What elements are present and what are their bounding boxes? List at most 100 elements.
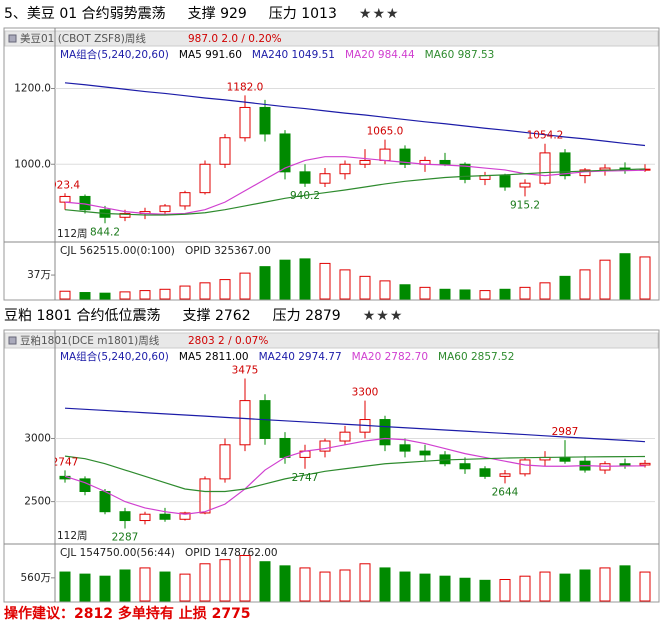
candle-body: [179, 192, 191, 207]
legend-entry: MA20 984.44: [345, 49, 415, 61]
quote: 2803 2 / 0.07%: [188, 335, 268, 347]
price-annotation: 1054.2: [527, 130, 564, 142]
y-tick-label: 560万: [20, 572, 51, 584]
legend-entry: MA5 991.60: [179, 49, 242, 61]
candle-body: [439, 159, 451, 165]
candle-body: [339, 163, 351, 175]
volume-bar: [419, 573, 431, 602]
opid-label: OPID 1478762.00: [185, 547, 278, 559]
volume-bar: [239, 272, 251, 300]
candle-body: [159, 205, 171, 213]
volume-bar: [399, 571, 411, 602]
volume-bar: [359, 275, 371, 300]
candle-body: [219, 137, 231, 165]
volume-bar: [439, 288, 451, 300]
quote: 987.0 2.0 / 0.20%: [188, 33, 282, 45]
price-annotation: 2644: [492, 486, 519, 498]
price-annotation: 923.4: [50, 179, 80, 191]
ma-line: [64, 437, 646, 515]
volume-bar: [79, 573, 91, 602]
volume-bar: [139, 290, 151, 300]
price-annotation: 2987: [552, 426, 579, 438]
volume-bar: [179, 573, 191, 602]
heading-support: 支撑 929: [188, 6, 247, 22]
plot: 1182.0 1065.0 1054.2 923.4 940.2 915.2 844.2: [50, 81, 651, 238]
volume-bar: [159, 288, 171, 300]
ma-line: [64, 82, 646, 147]
ma-line: [64, 455, 646, 493]
legend-entry: MA60 987.53: [425, 49, 495, 61]
volume-bar: [379, 280, 391, 300]
plot: 3475 3300 2987 2747 2747 2644 2287: [55, 365, 651, 543]
heading-title: 豆粕 1801 合约低位震荡: [4, 308, 161, 324]
y-tick-label: 37万: [27, 269, 51, 281]
candle-body: [59, 195, 71, 203]
volume-bar: [219, 279, 231, 300]
volume-bar: [459, 577, 471, 602]
candle-body: [459, 463, 471, 470]
toolbar-icon: [8, 336, 17, 345]
price-annotation: 2287: [112, 531, 139, 543]
volume-bar: [399, 284, 411, 300]
price-annotation: 915.2: [510, 199, 540, 211]
toolbar-icon: [8, 34, 17, 43]
candle-body: [559, 152, 571, 177]
legend-entry: MA5 2811.00: [179, 351, 249, 363]
candle-body: [179, 512, 191, 520]
candle-body: [539, 152, 551, 184]
toolbar: [4, 332, 659, 349]
volume-bar: [539, 282, 551, 300]
candle-body: [119, 212, 131, 218]
candle-body: [79, 478, 91, 493]
candle-body: [599, 463, 611, 471]
candle-body: [499, 175, 511, 188]
volume-bar: [339, 269, 351, 300]
advice: 操作建议：2812 多单持有 止损 2775: [4, 605, 251, 622]
y-tick-label: 2500: [24, 496, 51, 508]
candle-body: [339, 431, 351, 442]
volume-bar: [419, 286, 431, 300]
candle-body: [619, 463, 631, 466]
price-annotation: 3475: [232, 365, 259, 377]
volume-bar: [119, 291, 131, 300]
volume-bar: [79, 292, 91, 300]
period: 112周: [57, 530, 88, 542]
volume-bar: [179, 285, 191, 300]
candle-body: [459, 163, 471, 180]
volume-bar: [459, 289, 471, 300]
volume-bar: [499, 578, 511, 602]
candle-body: [299, 171, 311, 184]
heading-title: 5、美豆 01 合约弱势震荡: [4, 6, 166, 22]
volume-bar: [239, 555, 251, 602]
volume-bar: [259, 561, 271, 602]
volume-bar: [619, 253, 631, 300]
candle-body: [499, 473, 511, 477]
candle-body: [559, 456, 571, 462]
symbol: 豆粕1801(DCE m1801)周线: [20, 334, 160, 347]
volume-bar: [379, 567, 391, 602]
volume-bar: [559, 275, 571, 300]
candle-body: [259, 106, 271, 135]
volume-bar: [439, 575, 451, 602]
period: 112周: [57, 228, 88, 240]
volume-bar: [319, 262, 331, 300]
heading-rating: ★★★: [363, 308, 404, 324]
candle-body: [639, 462, 651, 466]
y-tick-label: 3000: [24, 432, 51, 444]
price-annotation: 3300: [352, 387, 379, 399]
legend-entry: MA组合(5,240,20,60): [60, 48, 169, 61]
volume-bar: [199, 282, 211, 300]
candle-body: [399, 148, 411, 165]
volume-bar: [579, 569, 591, 602]
volume-bar: [479, 290, 491, 300]
volume-bar: [319, 571, 331, 602]
volume-bar: [599, 567, 611, 602]
volume-bar: [639, 256, 651, 300]
candle-body: [479, 468, 491, 477]
volume-bar: [99, 292, 111, 300]
candle-body: [159, 513, 171, 520]
ma-line: [64, 407, 646, 443]
volume-bar: [199, 563, 211, 602]
volume-bar: [599, 259, 611, 300]
